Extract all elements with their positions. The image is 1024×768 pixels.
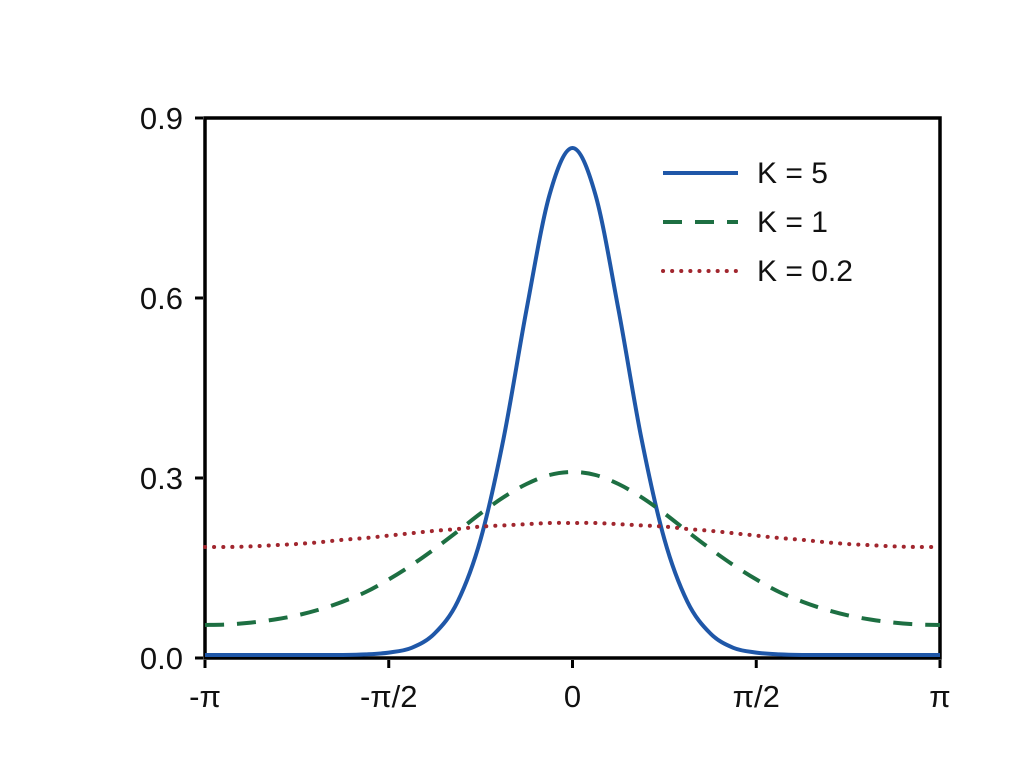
legend-item-k-0.2: K = 0.2 <box>661 255 853 288</box>
y-tick-label-0.6: 0.6 <box>140 281 183 316</box>
x-tick-label-2: π/2 <box>733 679 780 714</box>
series-line-k-5 <box>205 145 940 658</box>
x-tick-label-0: 0 <box>564 679 581 714</box>
series-line-k-1 <box>204 469 941 627</box>
x-tick-label-2: -π/2 <box>360 679 418 714</box>
y-tick-label-0.0: 0.0 <box>140 641 183 676</box>
legend-label-k-5: K = 5 <box>757 157 828 190</box>
legend-label-k-1: K = 1 <box>757 206 828 239</box>
legend-item-k-5: K = 5 <box>663 157 828 190</box>
y-tick-label-0.3: 0.3 <box>140 461 183 496</box>
x-tick-label-: -π <box>189 679 221 714</box>
plot-box <box>203 116 942 660</box>
legend-label-k-0.2: K = 0.2 <box>757 255 853 288</box>
y-tick-label-0.9: 0.9 <box>140 101 183 136</box>
legend-item-k-1: K = 1 <box>663 206 828 239</box>
series-line-k-0.2 <box>203 520 942 550</box>
x-tick-label-: π <box>929 679 950 714</box>
